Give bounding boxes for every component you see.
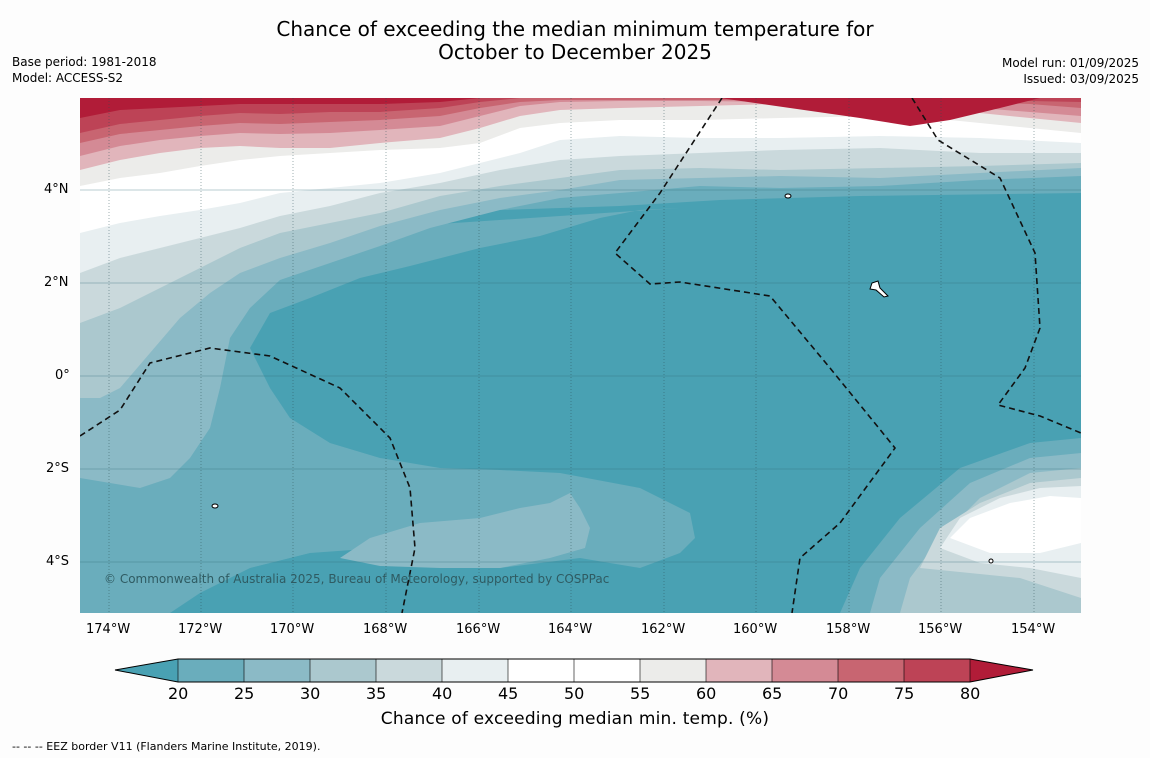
band-75-80 (80, 98, 1081, 133)
colorbar-tick-65: 65 (762, 684, 783, 703)
colorbar-tick-20: 20 (168, 684, 189, 703)
colorbar-tick-75: 75 (894, 684, 915, 703)
eez-border-kiribati-line (911, 98, 1081, 434)
colorbar-dividers (177, 659, 971, 682)
eez-borders (80, 98, 1081, 613)
colorbar-tick-55: 55 (630, 684, 651, 703)
model-run: Model run: 01/09/2025 (1001, 56, 1139, 70)
eez-border-kiribati-phoenix (613, 98, 897, 613)
lon-label-166w: 166°W (456, 622, 501, 637)
eez-legend-footer: -- -- -- EEZ border V11 (Flanders Marine… (12, 740, 321, 753)
island-1 (784, 193, 792, 199)
colorbar-50-55 (574, 659, 640, 682)
colorbar-45-50 (508, 659, 574, 682)
base-period: Base period: 1981-2018 (12, 55, 157, 69)
colorbar-tick-30: 30 (300, 684, 321, 703)
colorbar-tick-60: 60 (696, 684, 717, 703)
meridians (108, 98, 1035, 613)
colorbar-tick-35: 35 (366, 684, 387, 703)
meta-left: Base period: 1981-2018 Model: ACCESS-S2 (12, 54, 157, 86)
lon-label-174w: 174°W (86, 622, 131, 637)
island-3 (211, 503, 219, 509)
probability-map (80, 98, 1081, 613)
model-name: Model: ACCESS-S2 (12, 71, 124, 85)
lon-label-172w: 172°W (178, 622, 223, 637)
lon-label-168w: 168°W (363, 622, 408, 637)
colorbar (114, 658, 1034, 683)
colorbar-tick-45: 45 (498, 684, 519, 703)
band-above-80-east (720, 98, 1040, 126)
lat-label-2n: 2°N (44, 275, 69, 290)
colorbar-65-70 (772, 659, 838, 682)
lon-label-162w: 162°W (641, 622, 686, 637)
colorbar-40-45 (442, 659, 508, 682)
band-20-25-west (80, 98, 1081, 613)
band-se-50 (950, 496, 1081, 553)
lon-label-158w: 158°W (826, 622, 871, 637)
colorbar-75-80 (904, 659, 970, 682)
lat-label-4n: 4°N (44, 182, 69, 197)
colorbar-label: Chance of exceeding median min. temp. (%… (380, 709, 770, 729)
colorbar-55-60 (640, 659, 706, 682)
map-title-line-1: Chance of exceeding the median minimum t… (276, 17, 874, 41)
lon-label-154w: 154°W (1011, 622, 1056, 637)
copyright-notice: © Commonwealth of Australia 2025, Bureau… (104, 572, 610, 586)
colorbar-tick-40: 40 (432, 684, 453, 703)
colorbar-tick-70: 70 (828, 684, 849, 703)
islands (211, 193, 994, 564)
colorbar-35-40 (376, 659, 442, 682)
colorbar-tick-50: 50 (564, 684, 585, 703)
island-2 (869, 280, 889, 298)
lon-label-170w: 170°W (270, 622, 315, 637)
colorbar-20-25 (178, 659, 244, 682)
band-above-80 (80, 98, 1081, 118)
island-4 (988, 558, 994, 564)
colorbar-tick-25: 25 (234, 684, 255, 703)
map-title: Chance of exceeding the median minimum t… (0, 18, 1150, 64)
issued-date: Issued: 03/09/2025 (1023, 72, 1139, 86)
colorbar-above-80 (970, 659, 1033, 682)
colorbar-tick-80: 80 (960, 684, 981, 703)
lat-label-4s: 4°S (46, 554, 70, 569)
lon-label-164w: 164°W (548, 622, 593, 637)
colorbar-70-75 (838, 659, 904, 682)
colorbar-below-20 (115, 659, 178, 682)
eez-border-kiribati-gilbert (80, 347, 416, 613)
lon-label-160w: 160°W (733, 622, 778, 637)
map-title-line-2: October to December 2025 (438, 40, 712, 64)
meta-right: Model run: 01/09/2025 Issued: 03/09/2025 (1002, 55, 1139, 87)
lat-label-2s: 2°S (46, 461, 70, 476)
lon-label-156w: 156°W (918, 622, 963, 637)
colorbar-60-65 (706, 659, 772, 682)
colorbar-30-35 (310, 659, 376, 682)
graticule (80, 189, 1081, 563)
lat-label-0: 0° (55, 368, 70, 383)
colorbar-25-30 (244, 659, 310, 682)
